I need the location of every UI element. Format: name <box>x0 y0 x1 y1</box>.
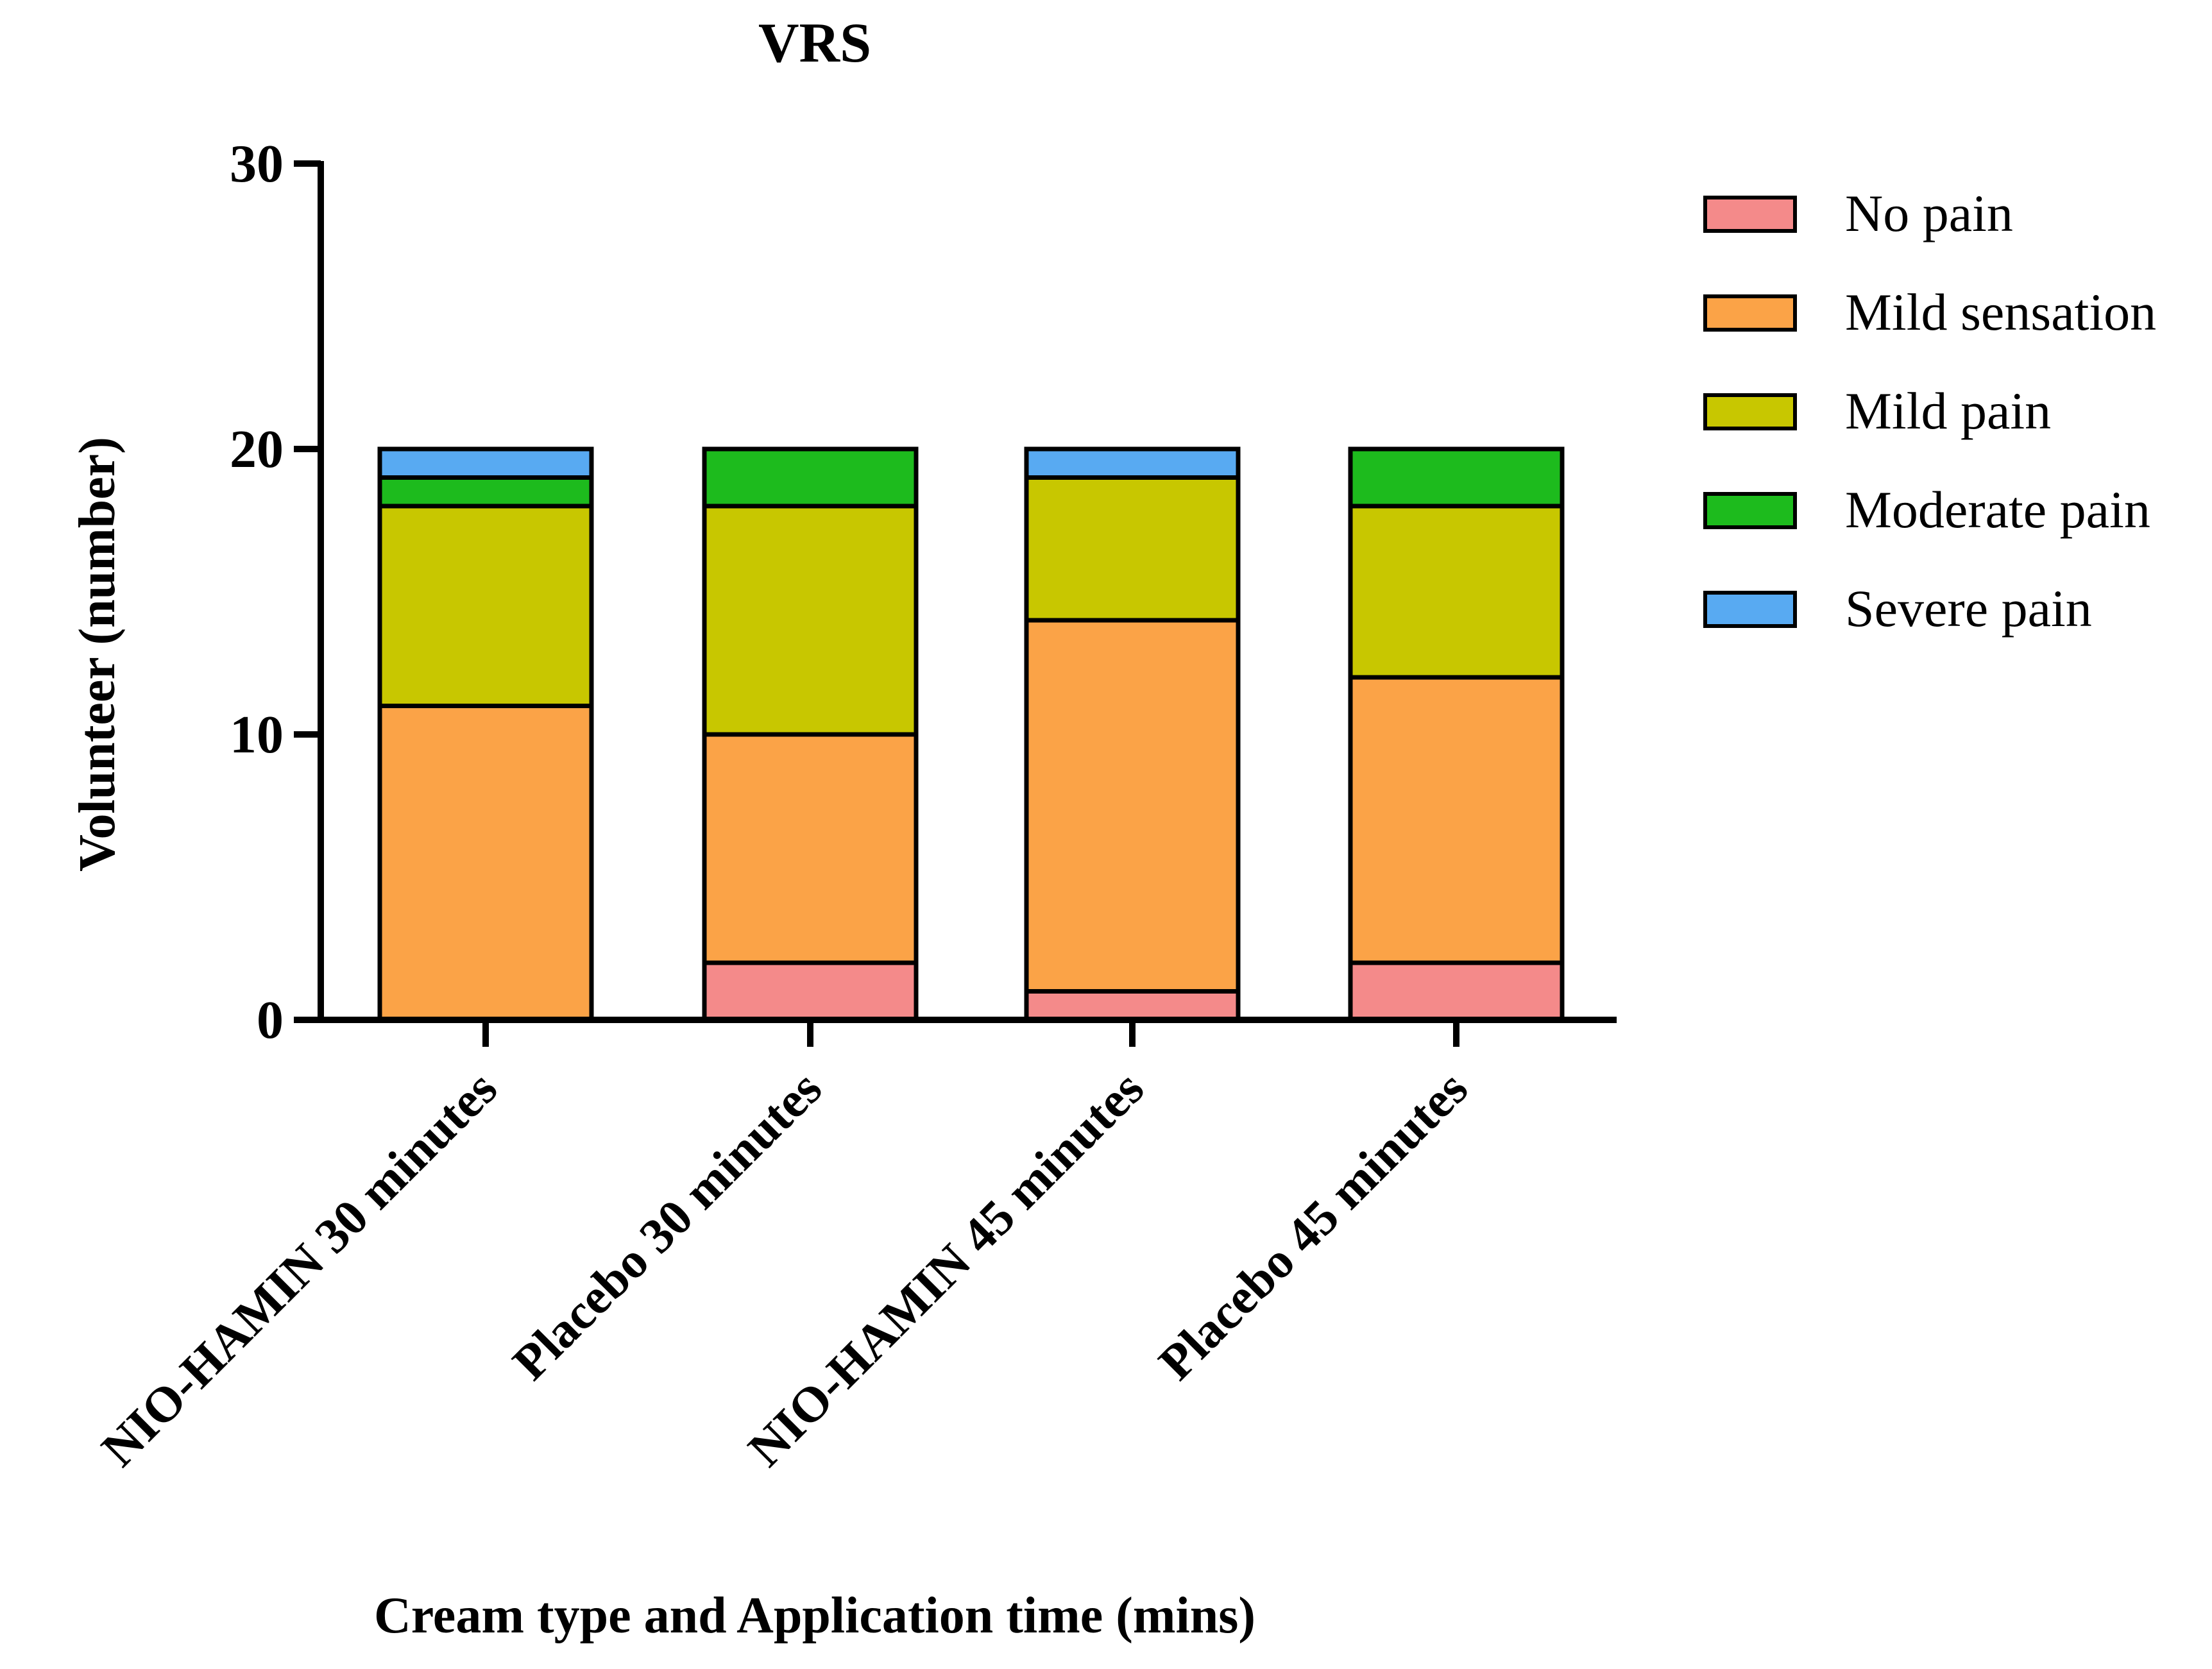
bar-segment-mild-pain-4 <box>1348 504 1565 680</box>
legend-swatch-severe-pain <box>1703 591 1797 628</box>
legend-label-moderate-pain: Moderate pain <box>1845 480 2150 539</box>
bar-segment-mild-pain-3 <box>1024 475 1241 623</box>
bar-segment-severe-pain-1 <box>377 446 594 480</box>
bar-segment-moderate-pain-1 <box>377 475 594 509</box>
legend-label-no-pain: No pain <box>1845 184 2013 242</box>
legend-swatch-moderate-pain <box>1703 492 1797 529</box>
y-axis-label: Volunteer (number) <box>69 437 126 872</box>
x-category-label: Placebo 45 minutes <box>1148 1060 1478 1391</box>
legend-label-mild-sensation: Mild sensation <box>1845 283 2156 341</box>
bar-segment-mild-pain-1 <box>377 504 594 708</box>
bar-segment-severe-pain-3 <box>1024 446 1241 480</box>
y-tick-label: 10 <box>230 705 284 765</box>
bar-segment-mild-pain-2 <box>702 504 919 737</box>
bar-segment-no-pain-2 <box>702 960 919 1022</box>
bar-segment-moderate-pain-2 <box>702 446 919 509</box>
y-axis-ticks: 0 10 20 30 <box>230 134 321 1050</box>
y-tick-label: 30 <box>230 134 284 194</box>
bar-segment-mild-sensation-3 <box>1024 618 1241 994</box>
bar-segment-no-pain-4 <box>1348 960 1565 1022</box>
legend-label-mild-pain: Mild pain <box>1845 382 2051 440</box>
legend-swatch-mild-pain <box>1703 393 1797 430</box>
axes <box>318 161 1617 1023</box>
y-tick-label: 20 <box>230 419 284 479</box>
bar-segment-no-pain-3 <box>1024 989 1241 1022</box>
y-tick-label: 0 <box>257 990 284 1050</box>
legend-label-severe-pain: Severe pain <box>1845 579 2092 638</box>
bar-segment-moderate-pain-4 <box>1348 446 1565 509</box>
bar-stacks <box>377 446 1565 1022</box>
bar-segment-mild-sensation-2 <box>702 732 919 965</box>
x-category-label: NIO-HAMIN 30 minutes <box>90 1060 507 1477</box>
legend-swatch-mild-sensation <box>1703 294 1797 332</box>
x-category-label: Placebo 30 minutes <box>502 1060 832 1391</box>
chart-title: VRS <box>758 12 871 74</box>
legend-swatch-no-pain <box>1703 196 1797 233</box>
legend: No pain Mild sensation Mild pain Moderate p… <box>1703 184 2156 638</box>
bar-segment-mild-sensation-4 <box>1348 675 1565 965</box>
x-axis-label: Cream type and Application time (mins) <box>374 1588 1255 1644</box>
bar-segment-mild-sensation-1 <box>377 704 594 1022</box>
